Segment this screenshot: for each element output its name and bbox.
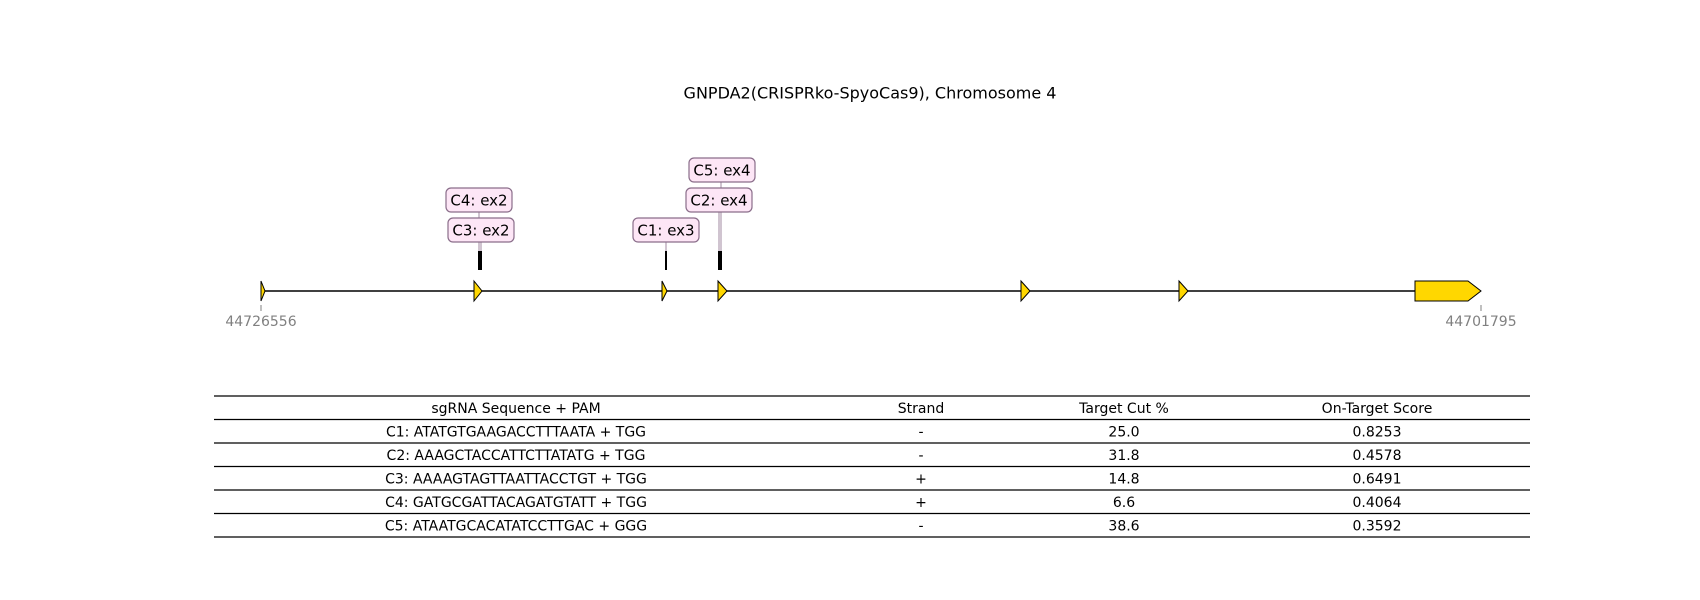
cell: 0.8253: [1353, 424, 1402, 440]
guide-label: C5: ex4: [693, 162, 750, 180]
annotations: C4: ex2 C3: ex2 C1: ex3 C5: ex4 C2: ex4: [445, 157, 756, 270]
guide-label: C4: ex2: [450, 192, 507, 210]
cell: 0.3592: [1353, 518, 1402, 534]
cell: 0.6491: [1353, 471, 1402, 487]
cell: 6.6: [1113, 495, 1135, 511]
label-box: [445, 187, 513, 213]
cell: +: [915, 495, 927, 511]
cell: C5: ATAATGCACATATCCTTGAC + GGG: [385, 518, 647, 534]
cell: C3: AAAAGTAGTTAATTACCTGT + TGG: [385, 471, 647, 487]
cell: 25.0: [1108, 424, 1139, 440]
cell: C1: ATATGTGAAGACCTTTAATA + TGG: [386, 424, 646, 440]
cell: -: [918, 448, 923, 464]
exons: [260, 279, 1482, 303]
cell: 14.8: [1108, 471, 1139, 487]
exon: [1020, 279, 1031, 303]
exon: [661, 280, 668, 302]
exon: [717, 279, 728, 303]
table: sgRNA Sequence + PAM Strand Target Cut % On…: [214, 395, 1530, 538]
exon: [1178, 279, 1189, 303]
guide-label: C1: ex3: [637, 222, 694, 240]
title: GNPDA2(CRISPRko-SpyoCas9), Chromosome 4: [684, 84, 1057, 103]
start-coordinate: 44726556: [225, 314, 296, 330]
header-cell: On-Target Score: [1322, 401, 1433, 417]
label-box: [632, 217, 700, 243]
label-box: [447, 217, 515, 243]
guide-label: C3: ex2: [452, 222, 509, 240]
cell: -: [918, 518, 923, 534]
cell: 0.4064: [1353, 495, 1402, 511]
header-cell: Strand: [898, 401, 944, 417]
cell: -: [918, 424, 923, 440]
end-coordinate: 44701795: [1445, 314, 1516, 330]
exon: [473, 279, 483, 303]
guide-label: C2: ex4: [690, 192, 747, 210]
cell: C2: AAAGCTACCATTCTTATATG + TGG: [387, 448, 646, 464]
cell: C4: GATGCGATTACAGATGTATT + TGG: [385, 495, 647, 511]
label-box: [685, 187, 753, 213]
cell: 0.4578: [1353, 448, 1402, 464]
exon: [1414, 280, 1482, 302]
cell: 38.6: [1108, 518, 1139, 534]
cell: +: [915, 471, 927, 487]
label-box: [688, 157, 756, 183]
exon: [260, 280, 266, 302]
cell: 31.8: [1108, 448, 1139, 464]
header-cell: Target Cut %: [1078, 401, 1169, 417]
header-cell: sgRNA Sequence + PAM: [431, 401, 600, 417]
